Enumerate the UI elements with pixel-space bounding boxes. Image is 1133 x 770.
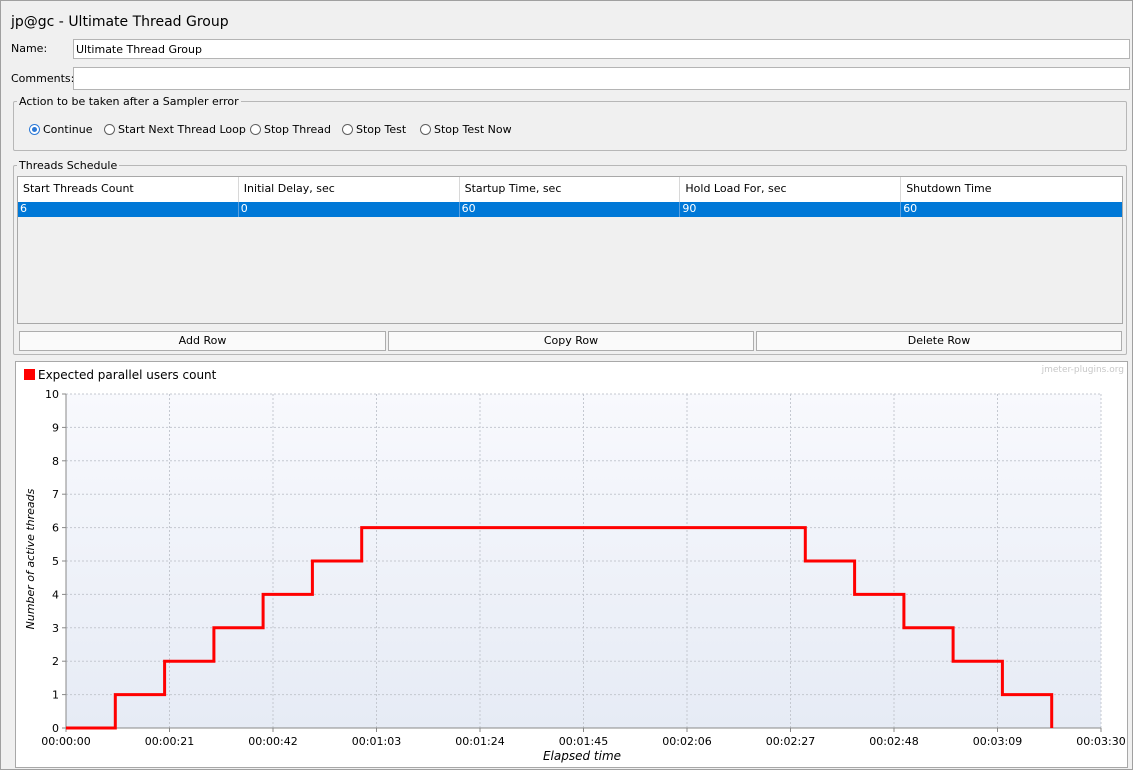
y-tick-label: 2 bbox=[52, 655, 59, 668]
comments-label: Comments: bbox=[11, 72, 75, 85]
comments-field[interactable] bbox=[73, 67, 1130, 90]
table-cell[interactable]: 90 bbox=[680, 202, 902, 217]
table-cell[interactable]: 6 bbox=[18, 202, 239, 217]
radio-label: Continue bbox=[43, 122, 93, 136]
threads-schedule-group: Threads Schedule bbox=[13, 159, 1127, 355]
series-line bbox=[66, 526, 1054, 730]
legend-label: Expected parallel users count bbox=[38, 368, 217, 382]
radio-unselected-icon[interactable] bbox=[104, 123, 115, 135]
copy-row-button[interactable]: Copy Row bbox=[388, 331, 754, 351]
name-field[interactable] bbox=[73, 39, 1130, 59]
y-axis-label: Number of active threads bbox=[24, 488, 37, 629]
table-cell[interactable]: 60 bbox=[460, 202, 681, 217]
x-axis-label: Elapsed time bbox=[543, 749, 621, 763]
x-tick-label: 00:00:21 bbox=[145, 735, 194, 748]
x-tick-label: 00:02:06 bbox=[662, 735, 711, 748]
watermark: jmeter-plugins.org bbox=[1041, 365, 1124, 375]
column-header-startup-time[interactable]: Startup Time, sec bbox=[460, 177, 681, 202]
sampler-error-group: Action to be taken after a Sampler error bbox=[13, 95, 1127, 151]
column-header-shutdown-time[interactable]: Shutdown Time bbox=[906, 182, 992, 195]
y-tick-label: 10 bbox=[45, 388, 59, 401]
radio-stop-thread[interactable]: Stop Thread bbox=[250, 121, 331, 137]
tick-labels: 0 1 2 3 4 5 6 7 8 9 10 00:00:00 00:00:21 00:00:42 00:0… bbox=[41, 388, 1125, 748]
legend-swatch bbox=[24, 369, 35, 380]
radio-label: Stop Thread bbox=[264, 122, 331, 136]
schedule-table[interactable]: Start Threads Count Initial Delay, sec S… bbox=[17, 176, 1123, 324]
panel-title: jp@gc - Ultimate Thread Group bbox=[11, 14, 229, 30]
name-label: Name: bbox=[11, 42, 48, 55]
radio-selected-icon[interactable] bbox=[29, 123, 40, 135]
x-tick-label: 00:02:27 bbox=[766, 735, 815, 748]
axes bbox=[62, 393, 1102, 732]
y-tick-label: 5 bbox=[52, 555, 59, 568]
radio-stop-test[interactable]: Stop Test bbox=[342, 121, 406, 137]
column-header-start-threads[interactable]: Start Threads Count bbox=[18, 177, 239, 202]
y-tick-label: 6 bbox=[52, 522, 59, 535]
y-tick-label: 1 bbox=[52, 689, 59, 702]
y-tick-label: 3 bbox=[52, 622, 59, 635]
column-header-initial-delay[interactable]: Initial Delay, sec bbox=[239, 177, 460, 202]
radio-continue[interactable]: Continue bbox=[29, 121, 92, 137]
table-header: Start Threads Count Initial Delay, sec S… bbox=[18, 177, 1122, 203]
table-cell[interactable]: 60 bbox=[903, 202, 918, 215]
radio-label: Stop Test Now bbox=[434, 122, 512, 136]
x-tick-label: 00:01:03 bbox=[352, 735, 401, 748]
y-tick-label: 0 bbox=[52, 722, 59, 735]
y-tick-label: 4 bbox=[52, 588, 59, 601]
x-tick-label: 00:03:09 bbox=[973, 735, 1022, 748]
radio-unselected-icon[interactable] bbox=[420, 123, 431, 135]
column-header-hold-load[interactable]: Hold Load For, sec bbox=[680, 177, 902, 202]
radio-label: Stop Test bbox=[356, 122, 407, 136]
threads-schedule-legend: Threads Schedule bbox=[19, 159, 118, 172]
radio-stop-test-now[interactable]: Stop Test Now bbox=[420, 121, 512, 137]
x-tick-label: 00:00:00 bbox=[41, 735, 90, 748]
threads-chart: 0 1 2 3 4 5 6 7 8 9 10 00:00:00 00:00:21 00:00:42 00:0… bbox=[16, 362, 1127, 767]
x-tick-label: 00:01:24 bbox=[455, 735, 504, 748]
x-tick-label: 00:03:30 bbox=[1076, 735, 1125, 748]
delete-row-button[interactable]: Delete Row bbox=[756, 331, 1122, 351]
table-cell[interactable]: 0 bbox=[239, 202, 460, 217]
radio-unselected-icon[interactable] bbox=[342, 123, 353, 135]
radio-label: Start Next Thread Loop bbox=[118, 122, 246, 136]
x-tick-label: 00:02:48 bbox=[869, 735, 918, 748]
radio-unselected-icon[interactable] bbox=[250, 123, 261, 135]
x-tick-label: 00:01:45 bbox=[559, 735, 608, 748]
y-tick-label: 7 bbox=[52, 488, 59, 501]
threads-chart-panel: 0 1 2 3 4 5 6 7 8 9 10 00:00:00 00:00:21 00:00:42 00:0… bbox=[15, 361, 1128, 768]
sampler-error-legend: Action to be taken after a Sampler error bbox=[19, 95, 239, 108]
y-tick-label: 8 bbox=[52, 455, 59, 468]
table-row[interactable]: 6 0 60 90 60 bbox=[18, 202, 1122, 217]
series-layer bbox=[66, 526, 1054, 730]
radio-start-next-thread-loop[interactable]: Start Next Thread Loop bbox=[104, 121, 246, 137]
add-row-button[interactable]: Add Row bbox=[19, 331, 386, 351]
y-tick-label: 9 bbox=[52, 421, 59, 434]
x-tick-label: 00:00:42 bbox=[248, 735, 297, 748]
